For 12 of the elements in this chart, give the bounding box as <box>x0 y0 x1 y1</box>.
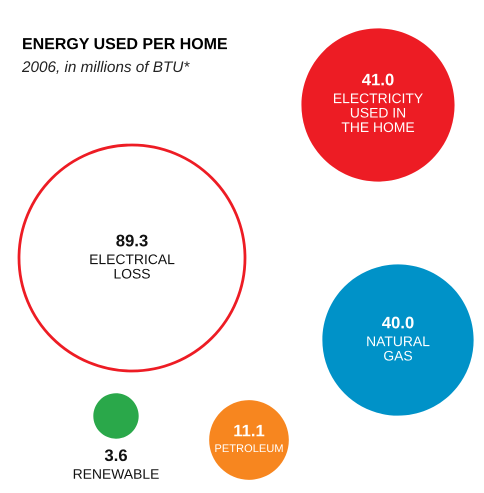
category-label: ELECTRICAL LOSS <box>90 254 174 279</box>
data-label: 40.0 <box>382 316 414 328</box>
data-label: 89.3 <box>116 234 148 246</box>
text: 2006, in millions of BTU* <box>22 60 190 74</box>
data-label: 3.6 <box>104 449 127 462</box>
category-label: ELECTRICITY USED IN THE HOME <box>334 93 423 132</box>
text: ENERGY USED PER HOME <box>23 38 227 50</box>
data-label: 41.0 <box>362 74 394 86</box>
category-label: PETROLEUM <box>215 444 283 452</box>
data-label: 11.1 <box>234 424 264 436</box>
category-label: NATURAL GAS <box>367 336 430 361</box>
category-label: RENEWABLE <box>74 469 159 479</box>
